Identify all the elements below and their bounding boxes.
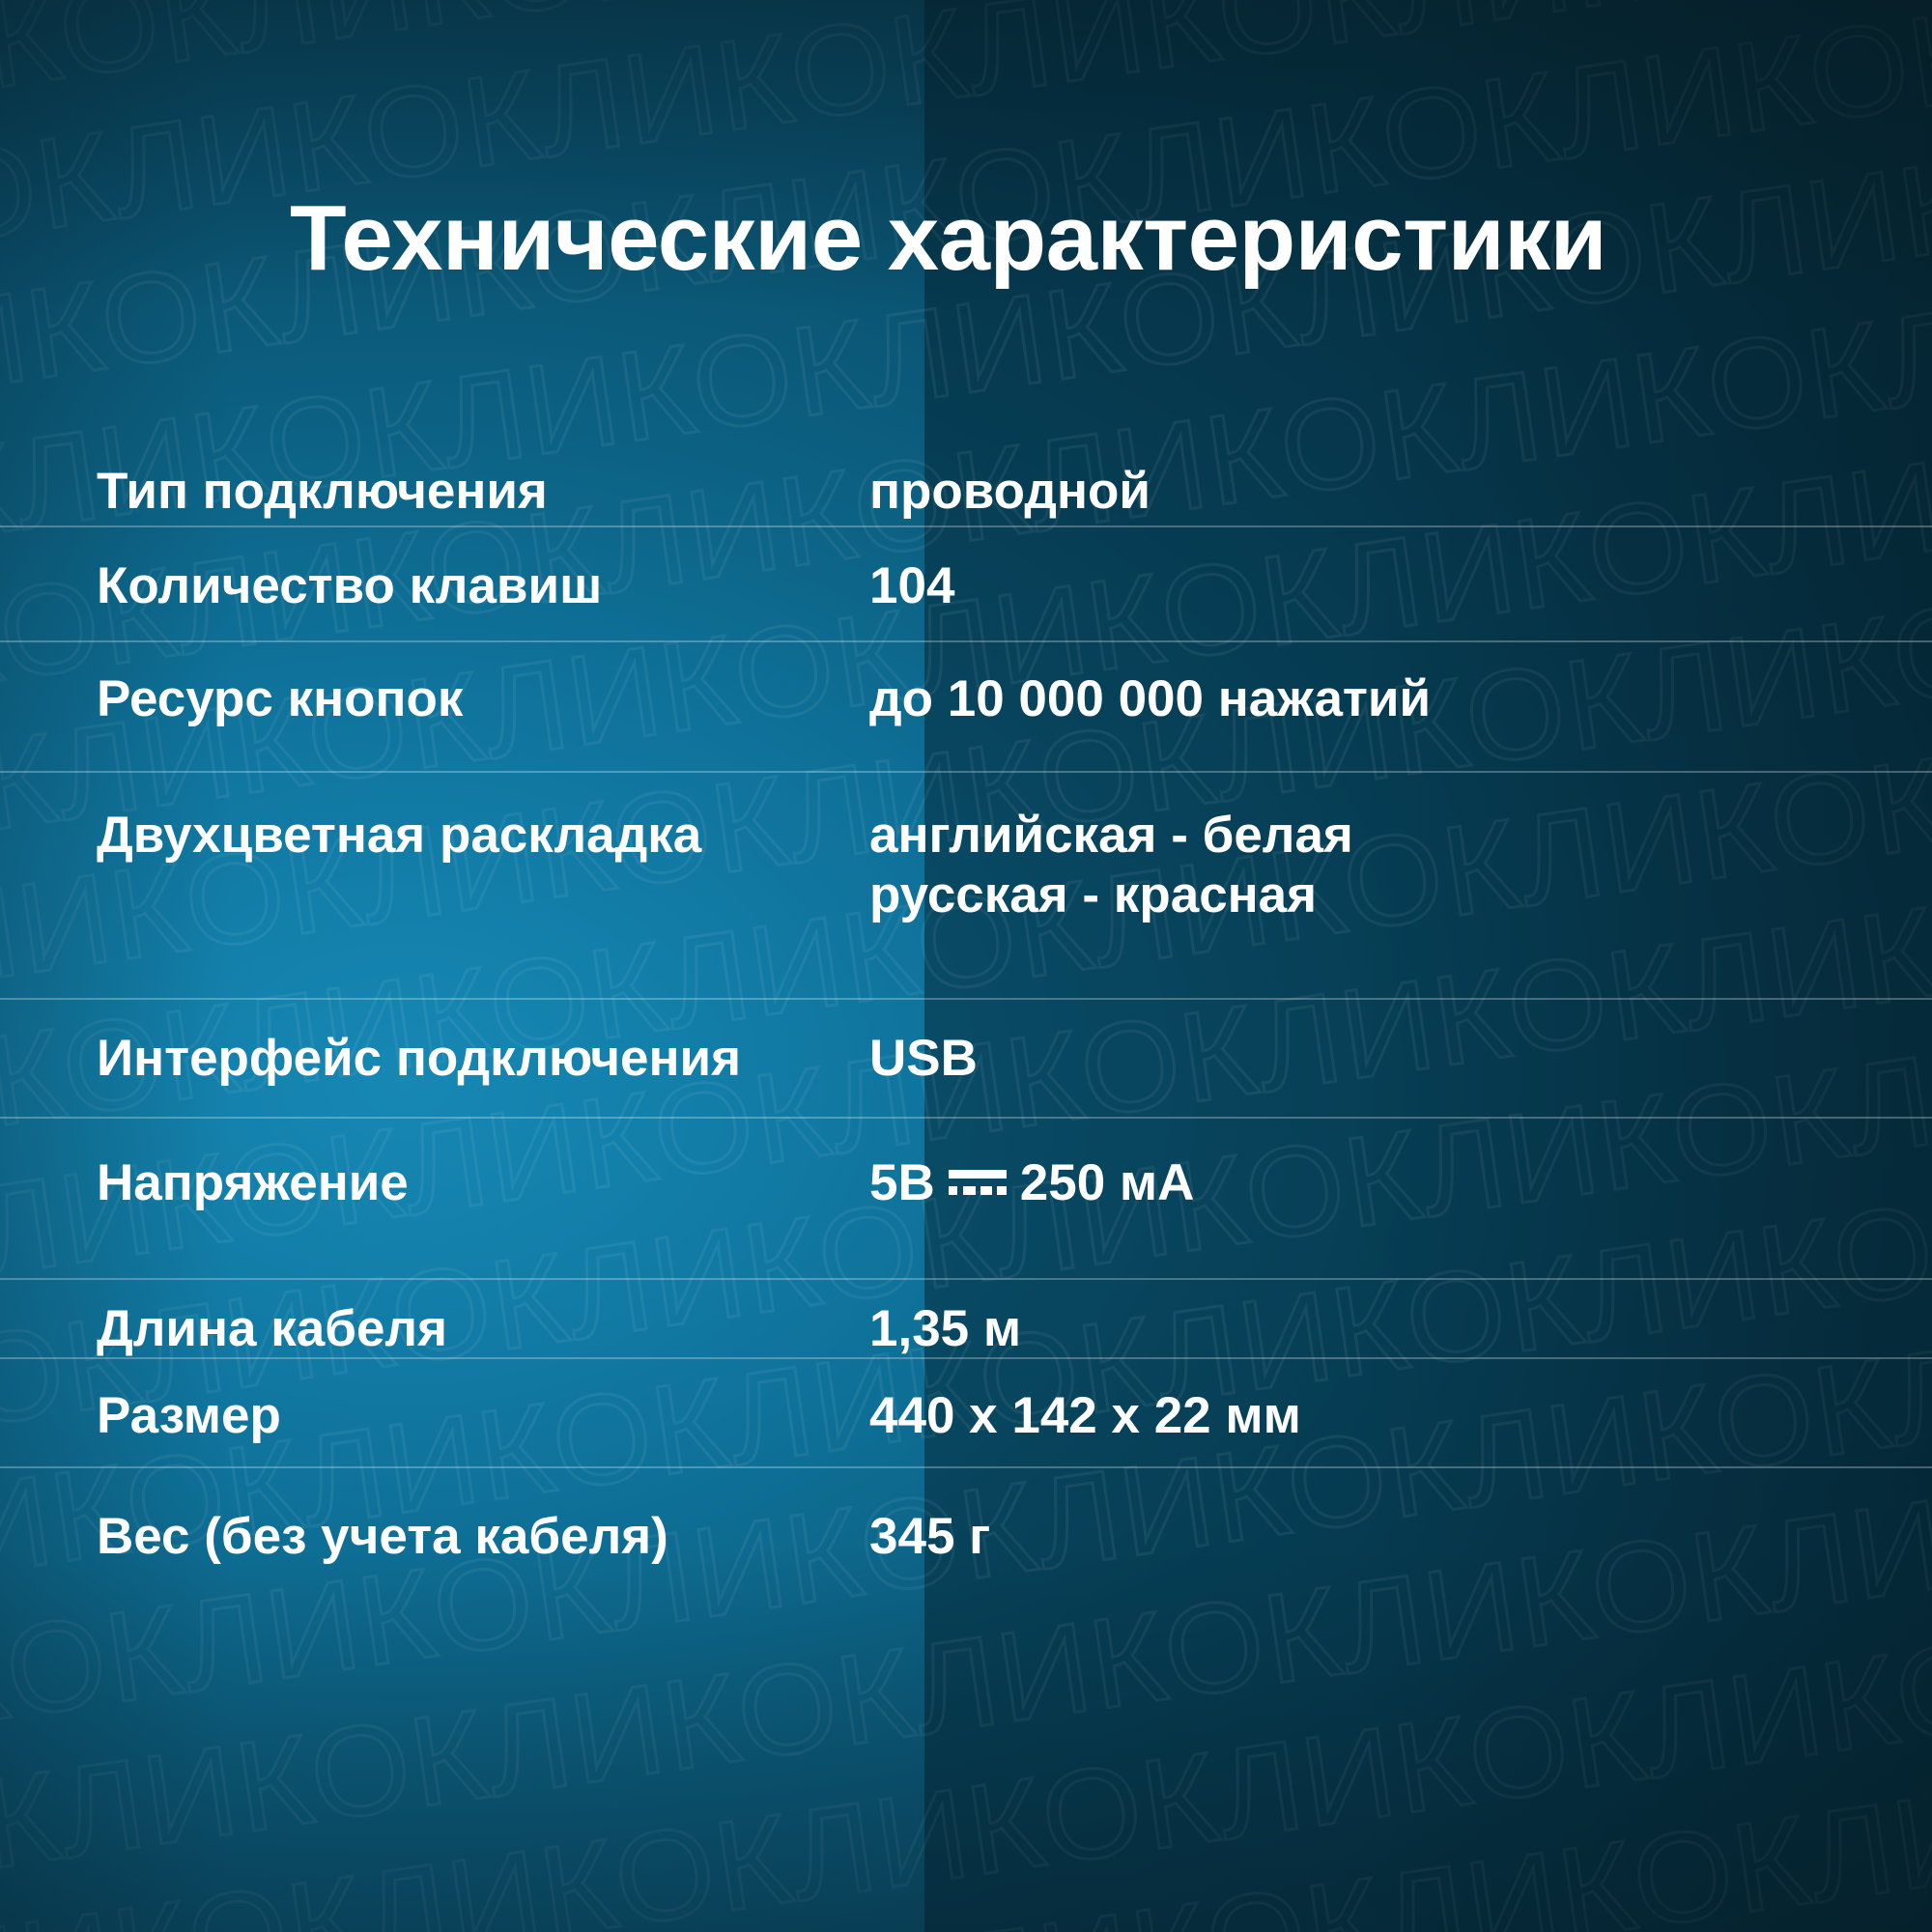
spec-value-line: 1,35 м xyxy=(869,1300,1022,1357)
page-title: Технические характеристики xyxy=(290,186,1607,290)
spec-value: 5В 250 мА xyxy=(828,1119,1835,1213)
table-row: Двухцветная раскладка английская - белая р… xyxy=(0,773,1932,1000)
spec-label: Размер xyxy=(97,1387,281,1444)
spec-label: Тип подключения xyxy=(97,463,548,520)
row-separator xyxy=(0,998,1932,1000)
spec-value: английская - белая русская - красная xyxy=(828,773,1835,925)
spec-value-line: до 10 000 000 нажатий xyxy=(869,670,1432,727)
row-separator xyxy=(0,1466,1932,1468)
spec-value: USB xyxy=(828,1000,1835,1089)
spec-value: проводной xyxy=(828,415,1835,522)
row-separator xyxy=(0,1117,1932,1119)
table-row: Вес (без учета кабеля) 345 г xyxy=(0,1468,1932,1671)
spec-value: 440 x 142 x 22 мм xyxy=(828,1359,1835,1446)
specifications-table: Тип подключения проводной Количество клави… xyxy=(0,415,1932,1671)
spec-value-line: английская - белая xyxy=(869,807,1353,864)
spec-value-line: 104 xyxy=(869,557,955,614)
current-value: 250 мА xyxy=(1019,1154,1195,1211)
table-row: Длина кабеля 1,35 м xyxy=(0,1280,1932,1359)
table-row: Напряжение 5В 250 мА xyxy=(0,1119,1932,1280)
spec-value-line: 345 г xyxy=(869,1508,991,1565)
direct-current-icon xyxy=(948,1170,1007,1195)
spec-value: 104 xyxy=(828,527,1835,616)
spec-value: 345 г xyxy=(828,1468,1835,1567)
table-row: Интерфейс подключения USB xyxy=(0,1000,1932,1119)
table-row: Тип подключения проводной xyxy=(0,415,1932,527)
spec-value: 1,35 м xyxy=(828,1280,1835,1359)
spec-label: Вес (без учета кабеля) xyxy=(97,1508,668,1565)
table-row: Размер 440 x 142 x 22 мм xyxy=(0,1359,1932,1468)
spec-label: Двухцветная раскладка xyxy=(97,807,702,864)
spec-label: Ресурс кнопок xyxy=(97,670,464,727)
row-separator xyxy=(0,1278,1932,1280)
voltage-value: 5В xyxy=(869,1154,935,1211)
spec-value-line: проводной xyxy=(869,463,1151,520)
row-separator xyxy=(0,1357,1932,1359)
spec-label: Длина кабеля xyxy=(97,1300,448,1357)
spec-label: Интерфейс подключения xyxy=(97,1030,742,1087)
row-separator xyxy=(0,526,1932,527)
table-row: Количество клавиш 104 xyxy=(0,527,1932,642)
spec-label: Напряжение xyxy=(97,1154,409,1211)
spec-label: Количество клавиш xyxy=(97,557,603,614)
spec-value: до 10 000 000 нажатий xyxy=(828,642,1835,729)
spec-value-line: русская - красная xyxy=(869,867,1318,923)
table-row: Ресурс кнопок до 10 000 000 нажатий xyxy=(0,642,1932,773)
spec-value-line: 440 x 142 x 22 мм xyxy=(869,1387,1301,1444)
spec-value-line: USB xyxy=(869,1030,978,1087)
row-separator xyxy=(0,640,1932,642)
background-right-panel xyxy=(924,0,1932,1932)
spec-value-line: 5В 250 мА xyxy=(869,1153,1835,1213)
row-separator xyxy=(0,771,1932,773)
